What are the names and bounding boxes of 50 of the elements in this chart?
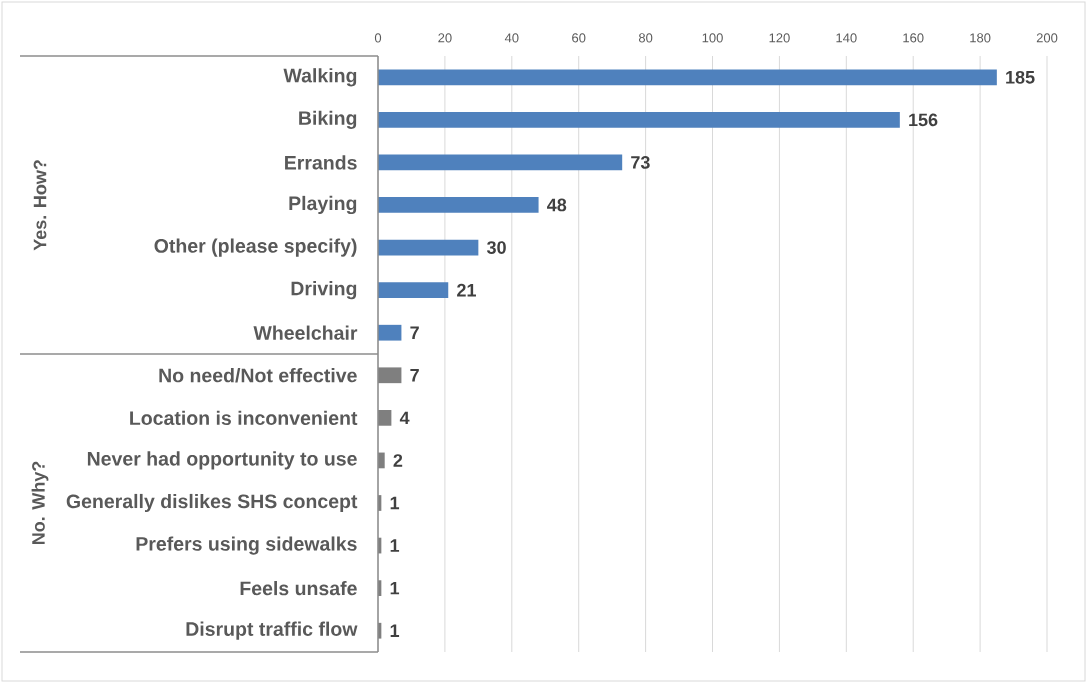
y-tick-label: Errands [285,155,357,170]
x-tick-label: 100 [702,33,723,43]
y-tick-label: Never had opportunity to use [87,451,357,470]
y-tick-label: Driving [291,281,357,300]
y-tick-label: Other (please specify) [154,238,357,257]
y-tick-label: Walking [283,68,357,87]
text: No. Why? [31,461,49,545]
data-label: 1 [390,581,400,595]
x-tick-label: 20 [438,33,452,43]
x-tick-label: 120 [769,33,790,43]
x-tick-label: 160 [903,33,924,43]
data-label: 185 [1006,70,1035,84]
x-tick-label: 200 [1036,33,1058,43]
data-label: 4 [399,411,410,425]
y-tick-label: No need/Not effective [159,368,357,383]
x-tick-label: 180 [970,33,991,43]
data-label: 7 [410,326,419,339]
bar [378,69,997,86]
bar [378,324,402,341]
bar [378,197,539,213]
y-tick-label: Disrupt traffic flow [186,621,358,640]
y-tick-label: Generally dislikes SHS concept [66,493,358,513]
data-label: 21 [457,283,476,297]
y-tick-label: Feels unsafe [240,580,357,596]
y-tick-label: Wheelchair [253,325,358,340]
data-label: 30 [486,241,506,254]
y-tick-label: Biking [299,110,357,129]
bar [378,111,900,128]
y-tick-label: Location is inconvenient [130,410,358,426]
bar [378,239,479,256]
y-tick-label: Prefers using sidewalks [136,536,357,555]
data-label: 156 [909,113,938,127]
bar [378,409,392,426]
data-label: 1 [390,624,400,637]
x-tick-label: 140 [836,33,857,43]
x-tick-label: 40 [504,33,519,43]
data-label: 48 [547,198,567,212]
data-label: 7 [410,369,419,382]
data-label: 73 [631,156,650,169]
data-label: 1 [390,539,400,552]
data-label: 1 [390,496,400,510]
x-tick-label: 0 [374,33,382,43]
bar [378,282,449,299]
bar [378,367,402,384]
bar [378,154,623,171]
x-tick-label: 60 [572,33,586,43]
text: Yes. How? [33,160,47,251]
y-tick-label: Playing [289,195,357,215]
data-label: 2 [393,454,403,467]
x-tick-label: 80 [638,33,653,43]
